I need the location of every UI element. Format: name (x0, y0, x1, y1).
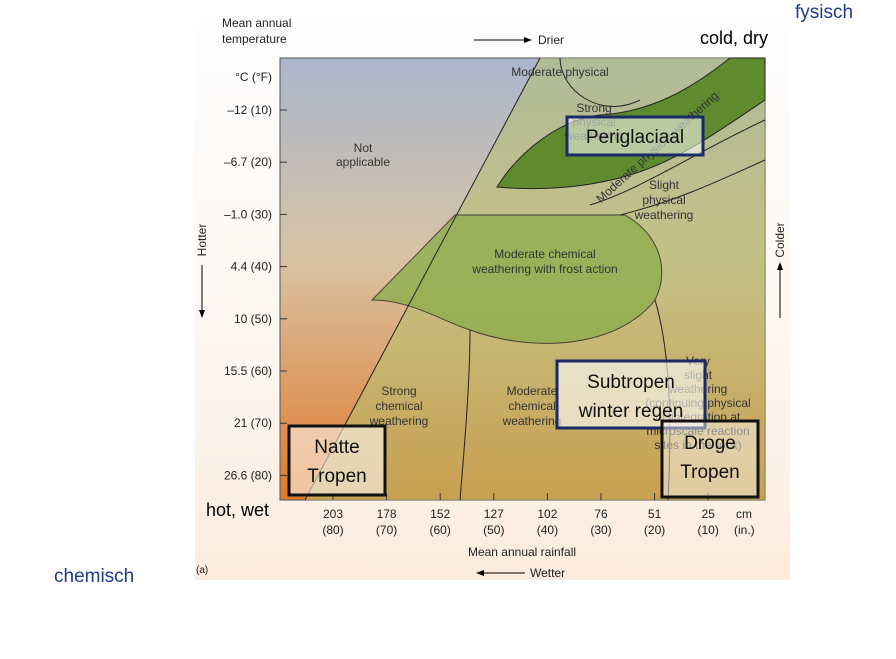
corner-label: fysisch (795, 2, 853, 23)
x-tick-label: 178 (377, 507, 397, 521)
region-line: weathering (634, 208, 694, 222)
x-tick-label: (50) (483, 523, 504, 537)
arrowhead (476, 570, 484, 576)
x-ticks: 203 (80) 178 (70) 152 (60) 127 (50) 102 (40) 76 (30… (322, 493, 719, 537)
y-tick-label: 26.6 (80) (224, 468, 272, 482)
region-label: Moderate physical (511, 65, 608, 79)
x-tick-label: 76 (594, 507, 608, 521)
region-line: applicable (336, 155, 390, 169)
box-label: Tropen (680, 462, 740, 483)
y-tick-label: 21 (70) (234, 416, 272, 430)
x-tick-label: (70) (376, 523, 397, 537)
region-line: Moderate chemical (494, 247, 595, 261)
arrowhead (524, 37, 532, 43)
y-tick-label: –6.7 (20) (224, 155, 272, 169)
x-tick-label: (20) (644, 523, 665, 537)
arrowhead (199, 310, 205, 318)
arrow-label: Drier (538, 33, 564, 47)
x-tick-label: 152 (430, 507, 450, 521)
x-tick-label: 51 (648, 507, 662, 521)
y-tick-label: 10 (50) (234, 312, 272, 326)
arrow-label: Hotter (195, 224, 209, 257)
region-line: Slight (649, 178, 680, 192)
y-tick-label: –12 (10) (227, 103, 272, 117)
x-tick-label: (40) (537, 523, 558, 537)
y-tick-label: 4.4 (40) (231, 260, 272, 274)
region-line: weathering with frost action (471, 262, 617, 276)
axis-unit: cm (736, 507, 752, 521)
x-tick-label: (80) (322, 523, 343, 537)
region-line: chemical (375, 399, 422, 413)
label-box (660, 419, 760, 499)
region-line: weathering (502, 414, 562, 428)
label-box (555, 359, 707, 430)
axis-title: Mean annual (222, 16, 291, 30)
box-label: winter regen (578, 401, 684, 422)
axis-unit: °C (°F) (235, 70, 272, 84)
box-label: Natte (314, 437, 359, 458)
arrow-label: Colder (773, 222, 787, 257)
axis-unit: (in.) (734, 523, 755, 537)
box-label: Tropen (307, 466, 367, 487)
x-tick-label: 127 (484, 507, 504, 521)
arrowhead (777, 262, 783, 270)
y-tick-label: –1.0 (30) (224, 207, 272, 221)
region-line: Strong (381, 384, 416, 398)
region-line: Not (354, 141, 373, 155)
x-tick-label: (30) (590, 523, 611, 537)
corner-label: hot, wet (206, 500, 269, 520)
box-label: Subtropen (587, 372, 675, 393)
arrow-label: Wetter (530, 566, 565, 580)
axis-title: temperature (222, 32, 287, 46)
box-label: Droge (684, 433, 736, 454)
panel-label: (a) (196, 565, 208, 576)
label-box (287, 424, 387, 497)
region-line: Moderate (507, 384, 558, 398)
corner-label: cold, dry (700, 28, 768, 48)
region-line: Strong (576, 101, 611, 115)
corner-label: chemisch (54, 566, 134, 587)
x-tick-label: 25 (702, 507, 716, 521)
box-label: Periglaciaal (586, 127, 684, 148)
region-line: sites in the rock) (654, 438, 741, 452)
boundary-lines (459, 57, 766, 501)
x-tick-label: 102 (537, 507, 557, 521)
axis-title: Mean annual rainfall (468, 545, 576, 559)
region-line: chemical (508, 399, 555, 413)
x-tick-label: (60) (430, 523, 451, 537)
label-box (565, 115, 705, 157)
x-tick-label: 203 (323, 507, 343, 521)
y-ticks: –12 (10) –6.7 (20) –1.0 (30) 4.4 (40) 10 (50… (224, 103, 287, 482)
region-line: physical (642, 193, 685, 207)
y-tick-label: 15.5 (60) (224, 364, 272, 378)
frost-region (370, 214, 663, 344)
x-tick-label: (10) (698, 523, 719, 537)
